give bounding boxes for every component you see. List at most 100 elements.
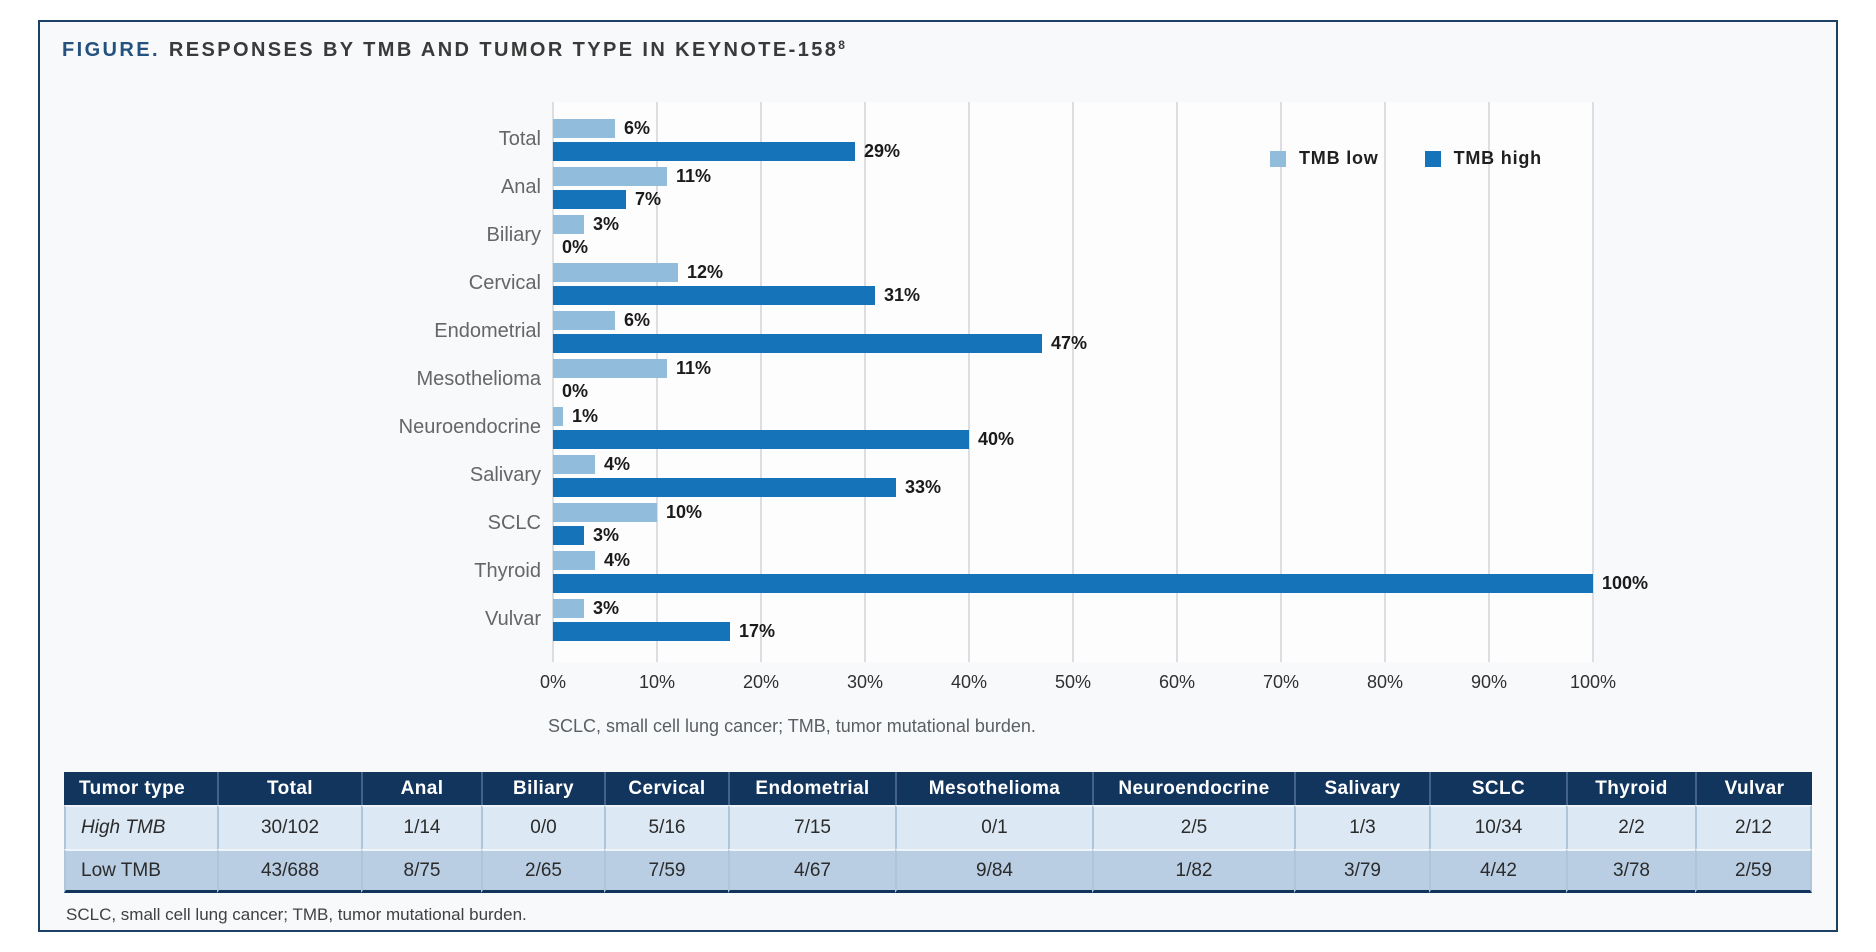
x-tick-0-: 0% bbox=[539, 672, 566, 692]
table-cell: 9/84 bbox=[895, 849, 1092, 893]
table-cell: 2/65 bbox=[481, 849, 604, 893]
chart-footnote: SCLC, small cell lung cancer; TMB, tumor… bbox=[548, 716, 1036, 736]
table-cell: 4/67 bbox=[728, 849, 895, 893]
category-label-mesothelioma: Mesothelioma bbox=[416, 368, 541, 390]
bar-tmb-low-salivary bbox=[553, 455, 595, 474]
x-tick-80-: 80% bbox=[1366, 672, 1404, 692]
table-cell: 8/75 bbox=[361, 849, 481, 893]
table-header-cell-thyroid: Thyroid bbox=[1566, 772, 1695, 805]
table-header-cell-endometrial: Endometrial bbox=[728, 772, 895, 805]
bar-tmb-low-biliary bbox=[553, 215, 584, 234]
table-cell: 7/15 bbox=[728, 805, 895, 849]
value-label-tmb-high-neuroendocrine: 40% bbox=[978, 429, 1015, 449]
table-row-low-tmb: Low TMB 43/688 8/75 2/65 7/59 4/67 9/84 1/82 3/7… bbox=[64, 849, 1812, 893]
bar-tmb-low-sclc bbox=[553, 503, 657, 522]
value-label-tmb-low-thyroid: 4% bbox=[604, 550, 631, 570]
value-label-tmb-high-salivary: 33% bbox=[905, 477, 942, 497]
legend-label: TMB low bbox=[1299, 148, 1379, 168]
table-cell: 3/79 bbox=[1294, 849, 1429, 893]
plot-area: 6% 29% 11% 7% 3% 0% 12% 31% 6% 47% 11% 0% 1% 40% 4% 33%… bbox=[552, 102, 1648, 662]
value-label-tmb-low-neuroendocrine: 1% bbox=[572, 406, 599, 426]
category-label-cervical: Cervical bbox=[468, 272, 541, 294]
row-label-high-tmb: High TMB bbox=[64, 805, 217, 849]
bar-tmb-low-cervical bbox=[553, 263, 678, 282]
bar-tmb-high-total bbox=[553, 142, 855, 161]
gridline bbox=[1488, 102, 1490, 662]
value-label-tmb-high-thyroid: 100% bbox=[1602, 573, 1649, 593]
x-axis: 0% 10% 20% 30% 40% 50% 60% 70% 80% 90% 100% bbox=[540, 672, 1616, 698]
table-cell: 1/14 bbox=[361, 805, 481, 849]
x-tick-30-: 30% bbox=[846, 672, 884, 692]
table-header-cell-salivary: Salivary bbox=[1294, 772, 1429, 805]
x-tick-10-: 10% bbox=[638, 672, 676, 692]
table-header-cell-sclc: SCLC bbox=[1429, 772, 1566, 805]
table-header-cell-tumor-type: Tumor type bbox=[64, 772, 217, 805]
chart-legend: TMB low TMB high bbox=[1270, 148, 1542, 169]
category-label-endometrial: Endometrial bbox=[434, 320, 541, 342]
bar-tmb-low-mesothelioma bbox=[553, 359, 667, 378]
table-cell: 1/82 bbox=[1092, 849, 1294, 893]
gridline bbox=[656, 102, 658, 662]
category-label-sclc: SCLC bbox=[487, 512, 541, 534]
value-label-tmb-high-mesothelioma: 0% bbox=[562, 381, 589, 401]
gridline bbox=[864, 102, 866, 662]
legend-item-tmb-high: TMB high bbox=[1424, 148, 1542, 169]
figure-panel: FIGURE. RESPONSES BY TMB AND TUMOR TYPE I… bbox=[38, 20, 1838, 932]
table-header-cell-mesothelioma: Mesothelioma bbox=[895, 772, 1092, 805]
bar-tmb-low-total bbox=[553, 119, 615, 138]
value-label-tmb-low-endometrial: 6% bbox=[624, 310, 651, 330]
figure-label: FIGURE. bbox=[62, 39, 160, 61]
table-cell: 2/12 bbox=[1695, 805, 1812, 849]
table-cell: 2/59 bbox=[1695, 849, 1812, 893]
bar-tmb-high-neuroendocrine bbox=[553, 430, 969, 449]
table-header-cell-anal: Anal bbox=[361, 772, 481, 805]
value-label-tmb-low-cervical: 12% bbox=[687, 262, 724, 282]
bar-tmb-low-endometrial bbox=[553, 311, 615, 330]
value-label-tmb-high-biliary: 0% bbox=[562, 237, 589, 257]
bar-tmb-low-anal bbox=[553, 167, 667, 186]
value-label-tmb-high-sclc: 3% bbox=[593, 525, 620, 545]
gridline bbox=[968, 102, 970, 662]
category-label-salivary: Salivary bbox=[469, 464, 541, 486]
legend-item-tmb-low: TMB low bbox=[1270, 148, 1379, 169]
bar-tmb-high-sclc bbox=[553, 526, 584, 545]
gridline bbox=[1280, 102, 1282, 662]
table-cell: 0/0 bbox=[481, 805, 604, 849]
gridline bbox=[760, 102, 762, 662]
bar-tmb-high-salivary bbox=[553, 478, 896, 497]
table-cell: 2/2 bbox=[1566, 805, 1695, 849]
table-header-cell-total: Total bbox=[217, 772, 361, 805]
value-label-tmb-low-total: 6% bbox=[624, 118, 651, 138]
bar-tmb-high-vulvar bbox=[553, 622, 730, 641]
table-cell: 5/16 bbox=[604, 805, 728, 849]
figure-heading: RESPONSES BY TMB AND TUMOR TYPE IN KEYNO… bbox=[168, 39, 839, 61]
x-tick-90-: 90% bbox=[1470, 672, 1508, 692]
bar-tmb-high-anal bbox=[553, 190, 626, 209]
table-header-cell-biliary: Biliary bbox=[481, 772, 604, 805]
category-label-thyroid: Thyroid bbox=[474, 560, 541, 582]
category-label-neuroendocrine: Neuroendocrine bbox=[398, 416, 541, 438]
value-label-tmb-high-vulvar: 17% bbox=[739, 621, 776, 641]
x-tick-60-: 60% bbox=[1158, 672, 1196, 692]
value-label-tmb-high-endometrial: 47% bbox=[1051, 333, 1088, 353]
table-cell: 4/42 bbox=[1429, 849, 1566, 893]
bar-tmb-low-neuroendocrine bbox=[553, 407, 563, 426]
table-header-row: Tumor type Total Anal Biliary Cervical Endome… bbox=[64, 772, 1812, 805]
value-label-tmb-high-total: 29% bbox=[864, 141, 901, 161]
category-label-biliary: Biliary bbox=[486, 224, 541, 246]
table-cell: 30/102 bbox=[217, 805, 361, 849]
value-label-tmb-low-salivary: 4% bbox=[604, 454, 631, 474]
table-header-cell-cervical: Cervical bbox=[604, 772, 728, 805]
category-label-total: Total bbox=[498, 128, 541, 150]
bar-tmb-high-endometrial bbox=[553, 334, 1042, 353]
table-row-high-tmb: High TMB 30/102 1/14 0/0 5/16 7/15 0/1 2/5 1/3 10… bbox=[64, 805, 1812, 849]
legend-swatch-icon bbox=[1270, 150, 1286, 167]
value-label-tmb-low-mesothelioma: 11% bbox=[676, 358, 712, 378]
table-cell: 0/1 bbox=[895, 805, 1092, 849]
gridline bbox=[1072, 102, 1074, 662]
legend-swatch-icon bbox=[1424, 150, 1441, 167]
gridline bbox=[1176, 102, 1178, 662]
category-label-vulvar: Vulvar bbox=[485, 608, 541, 630]
value-label-tmb-low-sclc: 10% bbox=[666, 502, 703, 522]
table-cell: 10/34 bbox=[1429, 805, 1566, 849]
